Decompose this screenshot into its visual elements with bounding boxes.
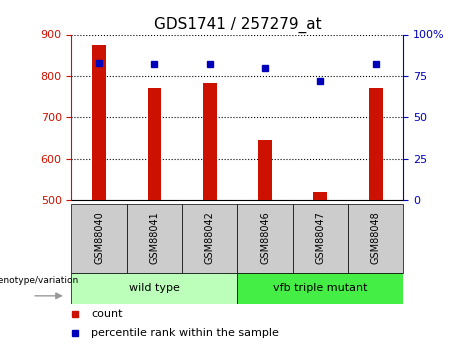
Text: GSM88041: GSM88041	[149, 212, 160, 264]
Text: GSM88047: GSM88047	[315, 211, 325, 265]
Text: GSM88042: GSM88042	[205, 211, 215, 265]
Bar	[313, 192, 327, 200]
Bar	[203, 83, 217, 200]
Bar	[369, 88, 383, 200]
Bar	[258, 140, 272, 200]
Bar	[71, 273, 237, 304]
Text: wild type: wild type	[129, 283, 180, 293]
Text: GSM88048: GSM88048	[371, 212, 381, 264]
Bar	[182, 204, 237, 273]
Text: GSM88040: GSM88040	[94, 212, 104, 264]
Text: percentile rank within the sample: percentile rank within the sample	[91, 328, 279, 338]
Text: GSM88046: GSM88046	[260, 212, 270, 264]
Text: genotype/variation: genotype/variation	[0, 276, 79, 285]
Bar	[92, 45, 106, 200]
Bar	[293, 204, 348, 273]
Bar	[348, 204, 403, 273]
Bar	[237, 204, 293, 273]
Bar	[148, 88, 161, 200]
Bar	[237, 273, 403, 304]
Title: GDS1741 / 257279_at: GDS1741 / 257279_at	[154, 17, 321, 33]
Text: count: count	[91, 309, 123, 319]
Bar	[127, 204, 182, 273]
Bar	[71, 204, 127, 273]
Text: vfb triple mutant: vfb triple mutant	[273, 283, 367, 293]
